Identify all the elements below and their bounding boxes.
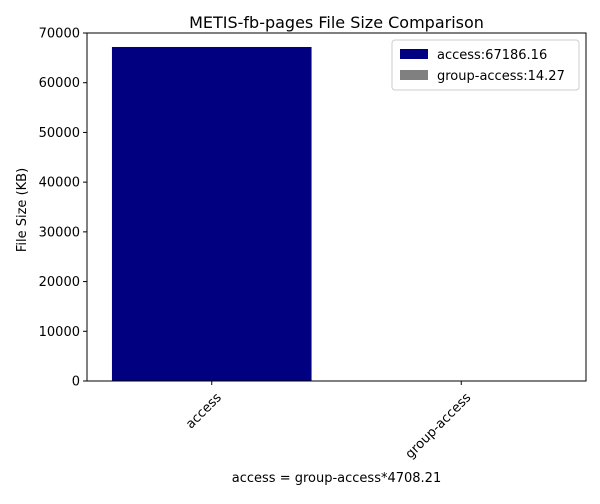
x-tick-label: access [183, 390, 225, 432]
y-axis-label: File Size (KB) [15, 168, 30, 252]
legend-swatch [400, 49, 428, 59]
bar-access [112, 47, 312, 381]
y-tick-label: 20000 [39, 275, 80, 290]
y-tick-label: 10000 [39, 325, 80, 340]
y-tick-label: 0 [72, 375, 80, 390]
plot-area: access group-access 0 10000 20000 30000 40000 5… [39, 27, 586, 463]
y-tick-label: 60000 [39, 76, 80, 91]
y-tick-label: 50000 [39, 126, 80, 141]
x-tick-label: group-access [403, 390, 475, 462]
y-tick-label: 70000 [39, 27, 80, 42]
y-tick-label: 30000 [39, 225, 80, 240]
y-tick-label: 40000 [39, 176, 80, 191]
legend-swatch [400, 70, 428, 80]
legend: access:67186.16 group-access:14.27 [392, 40, 579, 90]
legend-label: access:67186.16 [437, 48, 547, 63]
chart-title: METIS-fb-pages File Size Comparison [189, 13, 484, 32]
legend-label: group-access:14.27 [437, 69, 565, 84]
x-axis-label: access = group-access*4708.21 [232, 471, 441, 486]
